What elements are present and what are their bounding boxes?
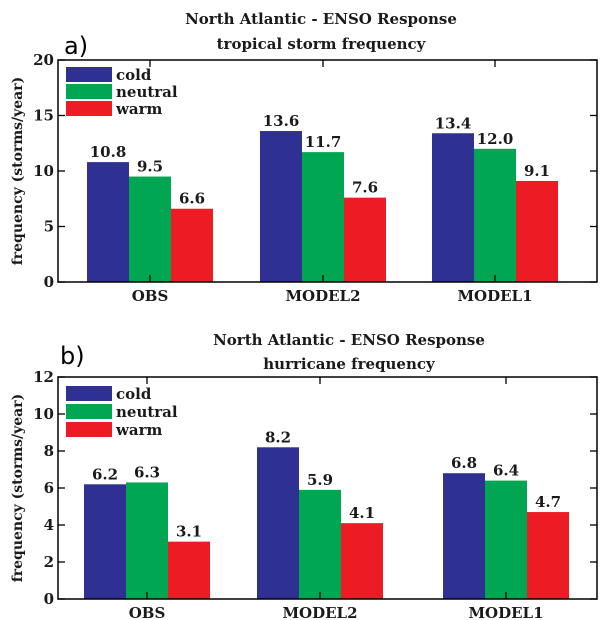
bar-neutral-model2 [299, 489, 341, 599]
bar-neutral-obs [129, 176, 171, 282]
bar-warm-model2 [341, 523, 383, 599]
legend-label-cold: cold [116, 385, 152, 403]
data-label-warm-model2: 4.1 [349, 504, 375, 522]
bar-warm-obs [168, 541, 210, 599]
legend-label-neutral: neutral [116, 403, 178, 421]
data-label-cold-model1: 6.8 [451, 454, 477, 472]
y-tick-label: 2 [44, 553, 54, 571]
category-label-model1: MODEL1 [468, 604, 543, 620]
y-tick-label: 8 [44, 442, 54, 460]
chart-title: North Atlantic - ENSO Response [213, 331, 485, 349]
bar-warm-model1 [527, 512, 569, 599]
data-label-warm-model2: 7.6 [352, 179, 378, 197]
bar-cold-model1 [432, 133, 474, 282]
data-label-cold-model2: 13.6 [263, 112, 300, 130]
legend-swatch-warm [66, 422, 112, 437]
chart-panel-a: a) North Atlantic - ENSO Response tropical… [10, 10, 598, 305]
y-tick-label: 5 [44, 218, 54, 236]
chart-subtitle: tropical storm frequency [217, 35, 427, 53]
category-label-obs: OBS [132, 287, 169, 305]
legend-swatch-cold [66, 67, 112, 82]
chart-title: North Atlantic - ENSO Response [185, 10, 457, 28]
data-label-cold-obs: 6.2 [92, 465, 118, 483]
bar-cold-obs [84, 484, 126, 599]
category-label-model2: MODEL2 [282, 604, 357, 620]
y-axis-label: frequency (storms/year) [10, 394, 26, 583]
y-tick-label: 6 [44, 479, 54, 497]
y-tick-label: 0 [44, 590, 54, 608]
legend-label-warm: warm [115, 100, 163, 118]
data-label-cold-model1: 13.4 [435, 114, 472, 132]
data-label-warm-obs: 6.6 [179, 190, 205, 208]
legend-swatch-neutral [66, 84, 112, 99]
data-label-cold-model2: 8.2 [265, 428, 291, 446]
y-axis-label: frequency (storms/year) [10, 77, 26, 266]
data-label-warm-obs: 3.1 [176, 523, 202, 541]
legend-swatch-warm [66, 101, 112, 116]
legend-label-cold: cold [116, 66, 152, 84]
data-label-cold-obs: 10.8 [90, 143, 127, 161]
category-label-model1: MODEL1 [457, 287, 532, 305]
bar-cold-model2 [257, 447, 299, 599]
y-tick-label: 20 [33, 51, 54, 69]
y-tick-label: 10 [33, 162, 54, 180]
bar-neutral-model1 [474, 148, 516, 282]
data-label-warm-model1: 9.1 [524, 162, 550, 180]
data-label-neutral-obs: 6.3 [134, 463, 160, 481]
bar-neutral-model1 [485, 480, 527, 599]
data-label-neutral-obs: 9.5 [137, 158, 163, 176]
bar-warm-obs [171, 208, 213, 282]
y-tick-label: 12 [33, 368, 54, 386]
y-tick-label: 10 [33, 405, 54, 423]
y-tick-label: 15 [33, 107, 54, 125]
panel-label: b) [60, 342, 85, 370]
y-tick-label: 4 [44, 516, 54, 534]
data-label-warm-model1: 4.7 [535, 493, 561, 511]
data-label-neutral-model2: 5.9 [307, 471, 333, 489]
data-label-neutral-model1: 6.4 [493, 462, 519, 480]
legend-swatch-cold [66, 386, 112, 401]
panel-label: a) [64, 32, 88, 60]
legend-label-warm: warm [115, 421, 163, 439]
chart-panel-b: b) North Atlantic - ENSO Response hurrican… [10, 331, 598, 620]
y-tick-label: 0 [44, 273, 54, 291]
bar-cold-obs [87, 162, 129, 282]
category-label-model2: MODEL2 [285, 287, 360, 305]
legend-swatch-neutral [66, 404, 112, 419]
data-label-neutral-model2: 11.7 [305, 133, 342, 151]
bar-neutral-obs [126, 482, 168, 599]
bar-warm-model1 [516, 180, 558, 282]
chart-subtitle: hurricane frequency [263, 355, 436, 373]
category-label-obs: OBS [129, 604, 166, 620]
bar-cold-model1 [443, 473, 485, 599]
legend-label-neutral: neutral [116, 83, 178, 101]
bar-cold-model2 [260, 131, 302, 282]
data-label-neutral-model1: 12.0 [477, 130, 514, 148]
bar-warm-model2 [344, 197, 386, 282]
bar-neutral-model2 [302, 152, 344, 282]
